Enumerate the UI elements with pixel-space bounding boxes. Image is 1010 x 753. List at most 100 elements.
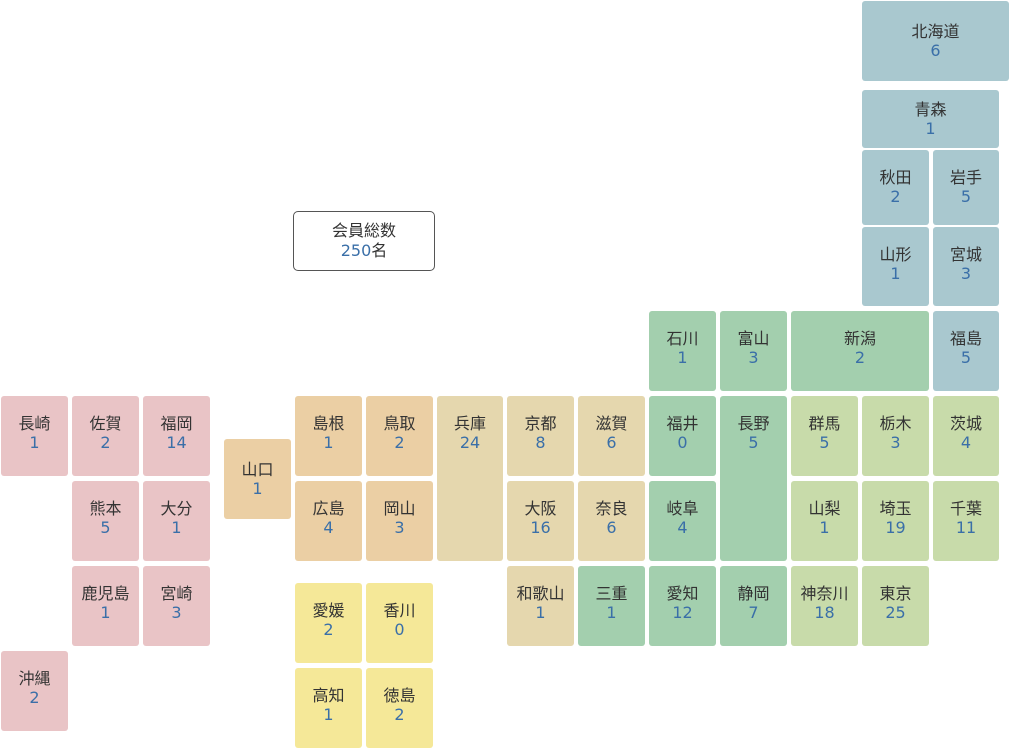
- prefecture-tile-kagoshima[interactable]: 鹿児島 1: [72, 566, 139, 646]
- prefecture-name: 兵庫: [453, 414, 486, 433]
- prefecture-tile-yamagata[interactable]: 山形 1: [862, 227, 929, 306]
- prefecture-name: 千葉: [949, 499, 982, 518]
- prefecture-tile-tokushima[interactable]: 徳島 2: [366, 668, 433, 748]
- prefecture-tile-toyama[interactable]: 富山 3: [720, 311, 787, 391]
- prefecture-name: 北海道: [911, 22, 960, 41]
- prefecture-tile-osaka[interactable]: 大阪 16: [507, 481, 574, 561]
- prefecture-member-count: 25: [885, 603, 906, 622]
- prefecture-member-count: 5: [748, 433, 759, 452]
- prefecture-tile-chiba[interactable]: 千葉 11: [933, 481, 999, 561]
- prefecture-name: 愛媛: [312, 601, 345, 620]
- prefecture-member-count: 2: [29, 688, 40, 707]
- prefecture-name: 長崎: [18, 414, 51, 433]
- prefecture-tile-niigata[interactable]: 新潟 2: [791, 311, 929, 391]
- prefecture-tile-tottori[interactable]: 鳥取 2: [366, 396, 433, 476]
- prefecture-tile-hiroshima[interactable]: 広島 4: [295, 481, 362, 561]
- prefecture-member-count: 1: [890, 264, 901, 283]
- prefecture-name: 山形: [879, 245, 912, 264]
- prefecture-member-count: 1: [323, 705, 334, 724]
- prefecture-tile-gifu[interactable]: 岐阜 4: [649, 481, 716, 561]
- prefecture-name: 新潟: [843, 329, 876, 348]
- prefecture-tile-okinawa[interactable]: 沖縄 2: [1, 651, 68, 731]
- prefecture-tile-ibaraki[interactable]: 茨城 4: [933, 396, 999, 476]
- prefecture-member-count: 6: [930, 41, 941, 60]
- prefecture-name: 宮崎: [160, 584, 193, 603]
- prefecture-name: 福井: [666, 414, 699, 433]
- prefecture-tile-oita[interactable]: 大分 1: [143, 481, 210, 561]
- prefecture-tile-saga[interactable]: 佐賀 2: [72, 396, 139, 476]
- prefecture-tile-iwate[interactable]: 岩手 5: [933, 150, 999, 225]
- prefecture-name: 静岡: [737, 584, 770, 603]
- prefecture-tile-kumamoto[interactable]: 熊本 5: [72, 481, 139, 561]
- prefecture-tile-fukushima[interactable]: 福島 5: [933, 311, 999, 391]
- prefecture-tile-ishikawa[interactable]: 石川 1: [649, 311, 716, 391]
- prefecture-tile-miyazaki[interactable]: 宮崎 3: [143, 566, 210, 646]
- prefecture-tile-hokkaido[interactable]: 北海道 6: [862, 1, 1009, 81]
- prefecture-tile-nara[interactable]: 奈良 6: [578, 481, 645, 561]
- prefecture-member-count: 3: [171, 603, 182, 622]
- prefecture-member-count: 0: [394, 620, 405, 639]
- prefecture-name: 秋田: [879, 168, 912, 187]
- prefecture-tile-ehime[interactable]: 愛媛 2: [295, 583, 362, 663]
- prefecture-member-count: 4: [323, 518, 334, 537]
- prefecture-tile-tokyo[interactable]: 東京 25: [862, 566, 929, 646]
- prefecture-tile-shizuoka[interactable]: 静岡 7: [720, 566, 787, 646]
- prefecture-member-count: 5: [819, 433, 830, 452]
- prefecture-name: 大阪: [524, 499, 557, 518]
- prefecture-member-count: 1: [677, 348, 688, 367]
- prefecture-tile-gunma[interactable]: 群馬 5: [791, 396, 858, 476]
- prefecture-name: 和歌山: [516, 584, 565, 603]
- prefecture-name: 岐阜: [666, 499, 699, 518]
- prefecture-member-count: 14: [166, 433, 187, 452]
- prefecture-member-count: 1: [323, 433, 334, 452]
- prefecture-member-count: 5: [960, 187, 972, 206]
- prefecture-name: 神奈川: [800, 584, 849, 603]
- prefecture-member-count: 12: [672, 603, 693, 622]
- prefecture-tile-kanagawa[interactable]: 神奈川 18: [791, 566, 858, 646]
- prefecture-tile-aichi[interactable]: 愛知 12: [649, 566, 716, 646]
- prefecture-member-count: 18: [814, 603, 835, 622]
- prefecture-tile-fukui[interactable]: 福井 0: [649, 396, 716, 476]
- prefecture-name: 鳥取: [383, 414, 416, 433]
- member-total-unit: 名: [371, 241, 388, 260]
- prefecture-name: 愛知: [666, 584, 699, 603]
- prefecture-tile-yamaguchi[interactable]: 山口 1: [224, 439, 291, 519]
- prefecture-name: 埼玉: [879, 499, 912, 518]
- prefecture-tile-hyogo[interactable]: 兵庫 24: [437, 396, 503, 561]
- prefecture-tile-saitama[interactable]: 埼玉 19: [862, 481, 929, 561]
- prefecture-member-count: 1: [606, 603, 617, 622]
- prefecture-member-count: 1: [100, 603, 111, 622]
- prefecture-tile-akita[interactable]: 秋田 2: [862, 150, 929, 225]
- prefecture-tile-okayama[interactable]: 岡山 3: [366, 481, 433, 561]
- prefecture-tile-kagawa[interactable]: 香川 0: [366, 583, 433, 663]
- prefecture-member-count: 1: [819, 518, 830, 537]
- prefecture-name: 沖縄: [18, 669, 51, 688]
- prefecture-tile-nagasaki[interactable]: 長崎 1: [1, 396, 68, 476]
- prefecture-name: 山口: [241, 460, 274, 479]
- prefecture-name: 宮城: [949, 245, 982, 264]
- prefecture-tile-nagano[interactable]: 長野 5: [720, 396, 787, 561]
- prefecture-member-count: 2: [100, 433, 111, 452]
- prefecture-name: 奈良: [595, 499, 628, 518]
- prefecture-name: 福岡: [160, 414, 193, 433]
- prefecture-member-count: 3: [890, 433, 901, 452]
- prefecture-member-count: 3: [748, 348, 759, 367]
- member-total-label: 会員総数: [331, 221, 396, 240]
- prefecture-tile-tochigi[interactable]: 栃木 3: [862, 396, 929, 476]
- prefecture-tile-fukuoka[interactable]: 福岡 14: [143, 396, 210, 476]
- prefecture-tile-wakayama[interactable]: 和歌山 1: [507, 566, 574, 646]
- prefecture-tile-miyagi[interactable]: 宮城 3: [933, 227, 999, 306]
- prefecture-name: 栃木: [879, 414, 912, 433]
- prefecture-member-count: 5: [960, 348, 972, 367]
- prefecture-tile-kochi[interactable]: 高知 1: [295, 668, 362, 748]
- prefecture-tile-shimane[interactable]: 島根 1: [295, 396, 362, 476]
- prefecture-tile-mie[interactable]: 三重 1: [578, 566, 645, 646]
- prefecture-tile-aomori[interactable]: 青森 1: [862, 90, 999, 148]
- prefecture-name: 青森: [914, 100, 947, 119]
- prefecture-member-count: 3: [960, 264, 972, 283]
- prefecture-tile-shiga[interactable]: 滋賀 6: [578, 396, 645, 476]
- prefecture-member-count: 2: [394, 705, 405, 724]
- prefecture-name: 鹿児島: [81, 584, 130, 603]
- prefecture-tile-kyoto[interactable]: 京都 8: [507, 396, 574, 476]
- prefecture-tile-yamanashi[interactable]: 山梨 1: [791, 481, 858, 561]
